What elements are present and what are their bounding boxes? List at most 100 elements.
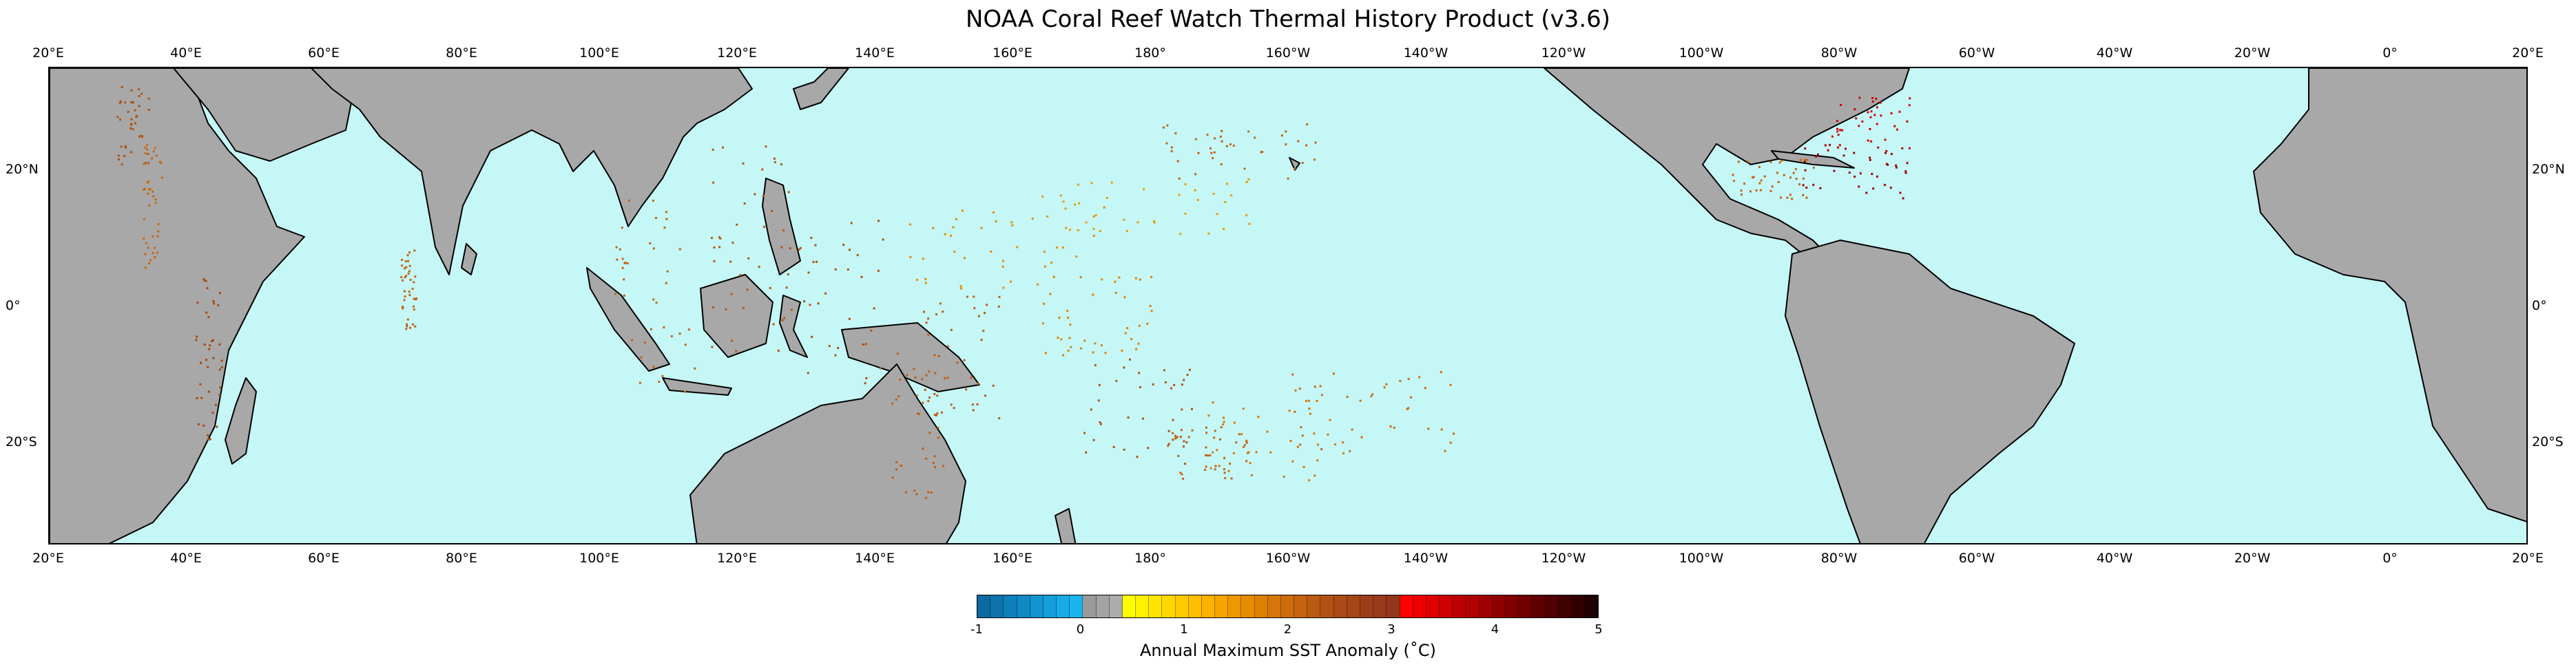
colorbar-tick-label: 1	[1180, 622, 1188, 637]
reef-pixel	[1207, 232, 1210, 235]
reef-pixel	[156, 251, 158, 254]
reef-pixel	[1223, 421, 1225, 423]
reef-pixel	[1124, 332, 1127, 335]
reef-pixel	[736, 223, 738, 226]
reef-pixel	[1163, 369, 1165, 372]
reef-pixel	[1099, 423, 1102, 425]
reef-pixel	[1207, 414, 1210, 417]
reef-pixel	[1794, 168, 1797, 171]
reef-pixel	[977, 383, 979, 385]
reef-pixel	[1079, 276, 1082, 279]
bottom-lon-tick-label: 60°W	[1958, 551, 1995, 566]
reef-pixel	[1795, 178, 1798, 180]
reef-pixel	[1410, 396, 1412, 399]
reef-pixel	[1319, 385, 1322, 388]
reef-pixel	[731, 242, 734, 244]
colorbar-swatch	[1400, 595, 1413, 617]
reef-pixel	[413, 281, 415, 284]
reef-pixel	[950, 235, 952, 237]
africa-west	[2253, 68, 2526, 522]
reef-pixel	[1351, 428, 1353, 431]
colorbar-swatch	[1280, 595, 1295, 617]
reef-pixel	[652, 366, 655, 368]
reef-pixel	[984, 312, 986, 315]
reef-pixel	[401, 259, 404, 261]
new-guinea	[841, 322, 980, 392]
reef-pixel	[1069, 324, 1072, 326]
reef-pixel	[1294, 167, 1296, 170]
reef-pixel	[891, 402, 893, 405]
reef-pixel	[116, 116, 119, 118]
reef-pixel	[1002, 286, 1005, 289]
reef-pixel	[1342, 452, 1345, 455]
reef-pixel	[1858, 125, 1860, 127]
reef-pixel	[216, 425, 218, 428]
reef-pixel	[936, 394, 939, 397]
reef-pixel	[934, 372, 937, 374]
borneo	[700, 274, 773, 358]
reef-pixel	[865, 377, 868, 379]
right-lat-tick-label: 20°N	[2532, 161, 2565, 177]
reef-pixel	[407, 260, 410, 262]
reef-pixel	[1184, 463, 1187, 465]
philippines	[762, 178, 801, 275]
reef-pixel	[1399, 380, 1402, 382]
reef-pixel	[1305, 400, 1307, 402]
reef-pixel	[638, 381, 641, 384]
reef-pixel	[1046, 215, 1049, 218]
colorbar-swatch	[1267, 595, 1281, 617]
reef-pixel	[1802, 178, 1805, 180]
reef-pixel	[1083, 339, 1086, 342]
reef-pixel	[933, 455, 936, 458]
reef-pixel	[924, 277, 927, 280]
reef-pixel	[1184, 183, 1187, 186]
reef-pixel	[848, 317, 851, 320]
reef-pixel	[1037, 283, 1039, 286]
reef-pixel	[1294, 410, 1296, 413]
reef-pixel	[937, 427, 939, 430]
reef-pixel	[961, 209, 964, 212]
reef-pixel	[834, 268, 837, 271]
reef-pixel	[950, 403, 953, 406]
reef-pixel	[1406, 407, 1409, 410]
reef-pixel	[207, 438, 209, 441]
reef-pixel	[846, 268, 849, 271]
reef-pixel	[1876, 106, 1878, 109]
reef-pixel	[1848, 171, 1851, 174]
bottom-lon-tick-label: 80°W	[1820, 551, 1858, 566]
reef-pixel	[1218, 465, 1221, 467]
reef-pixel	[817, 302, 820, 305]
reef-pixel	[1214, 137, 1216, 140]
reef-pixel	[1184, 212, 1187, 215]
reef-pixel	[1194, 189, 1196, 191]
reef-pixel	[1209, 454, 1212, 457]
reef-pixel	[402, 279, 404, 282]
reef-pixel	[1125, 230, 1128, 232]
reef-pixel	[1044, 352, 1047, 354]
reef-pixel	[1016, 246, 1019, 248]
reef-pixel	[406, 318, 409, 321]
colorbar-swatch	[1479, 595, 1493, 617]
reef-pixel	[790, 308, 793, 311]
reef-pixel	[408, 294, 411, 297]
reef-pixel	[1880, 101, 1882, 104]
reef-pixel	[973, 307, 976, 310]
reef-pixel	[141, 92, 143, 95]
reef-pixel	[1141, 417, 1144, 420]
reef-pixel	[1449, 441, 1452, 444]
reef-pixel	[917, 413, 920, 415]
right-lat-tick-label: 20°S	[2532, 434, 2564, 450]
reef-pixel	[1221, 129, 1223, 132]
reef-pixel	[1094, 342, 1097, 345]
reef-pixel	[1305, 144, 1308, 147]
colorbar-tick-label: 0	[1076, 622, 1085, 637]
colorbar-swatch	[1453, 595, 1466, 617]
colorbar-swatch	[1070, 595, 1083, 617]
reef-pixel	[1065, 226, 1068, 229]
reef-pixel	[1150, 275, 1153, 278]
reef-pixel	[1206, 134, 1209, 136]
reef-pixel	[1100, 344, 1103, 347]
reef-pixel	[154, 246, 156, 249]
reef-pixel	[143, 188, 146, 190]
reef-pixel	[1172, 438, 1174, 441]
